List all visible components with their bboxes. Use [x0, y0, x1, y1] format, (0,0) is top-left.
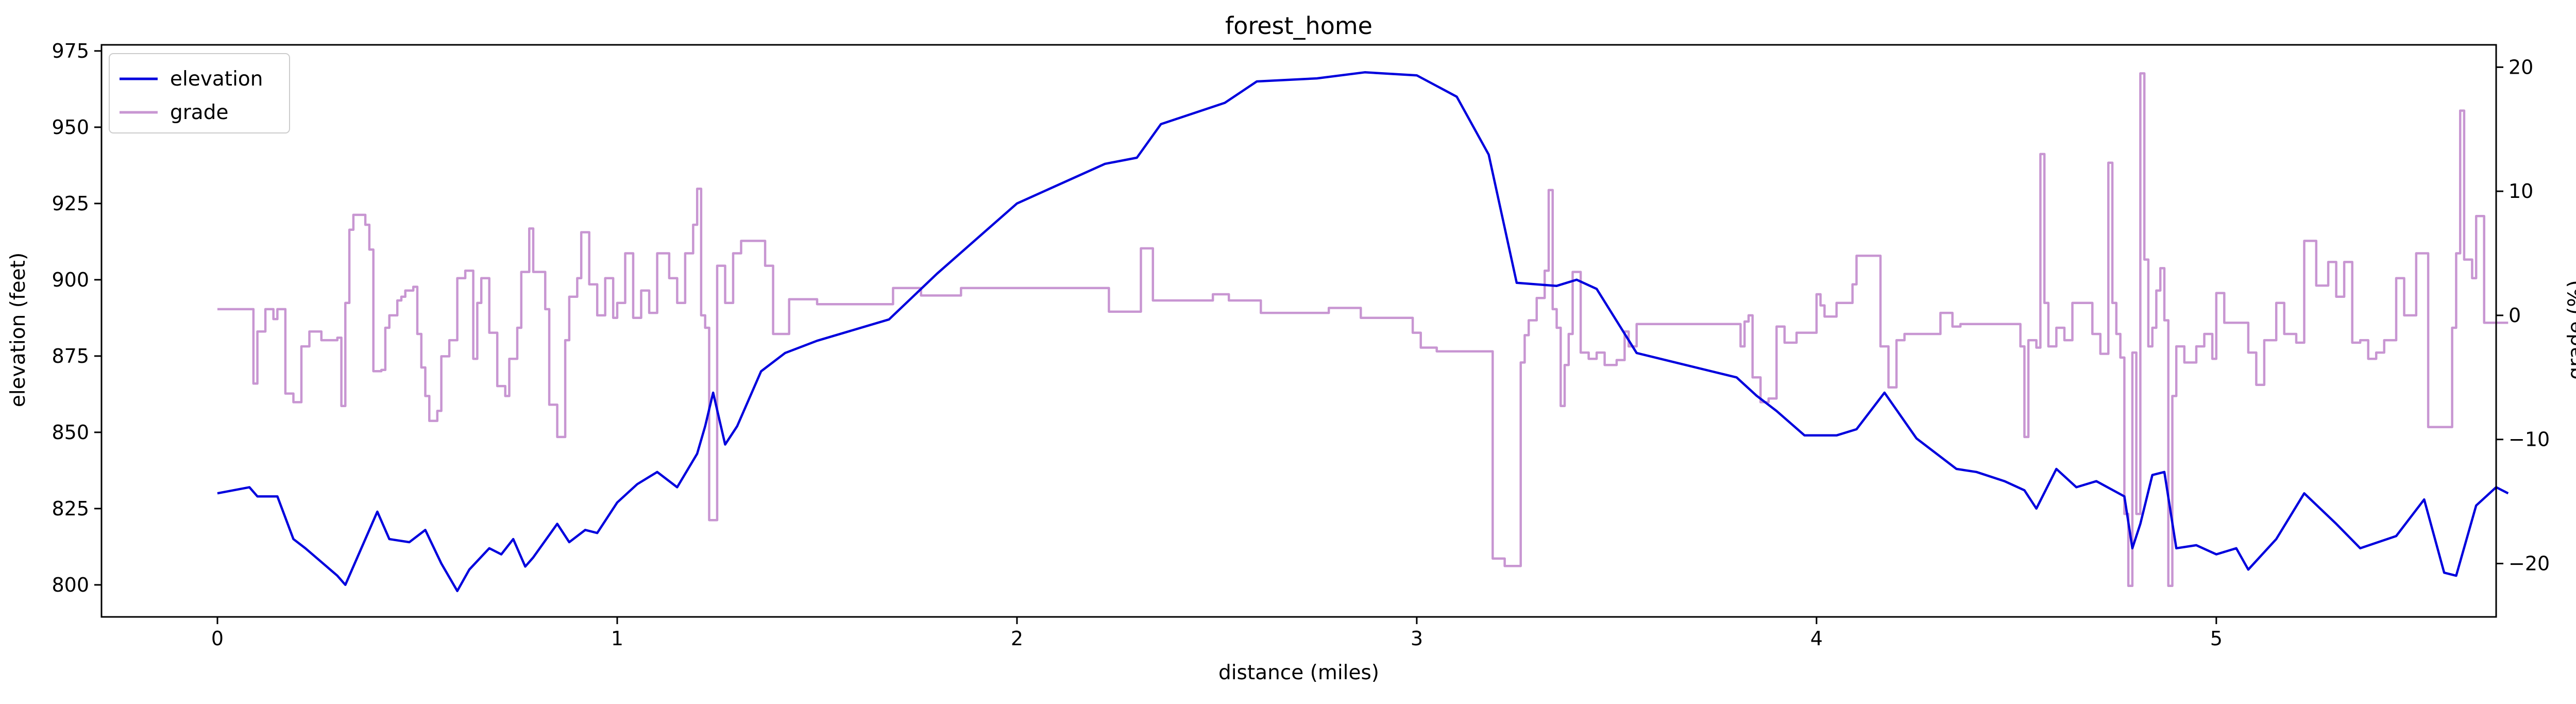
y2-axis-label: grade (%): [2564, 280, 2576, 379]
x-axis-label: distance (miles): [1218, 661, 1379, 684]
y-tick-label: 875: [52, 345, 89, 367]
y-tick-label: 850: [52, 421, 89, 444]
y-axis-left: 800 825 850 875 900 925 950 975: [52, 40, 101, 596]
series-line-grade: [217, 72, 2509, 588]
y-axis-label: elevation (feet): [7, 253, 30, 407]
y2-tick-label: 10: [2509, 180, 2533, 203]
y-tick-label: 950: [52, 116, 89, 139]
legend-label-grade: grade: [170, 101, 228, 124]
y-tick-label: 925: [52, 192, 89, 215]
x-tick-label: 3: [1411, 627, 1423, 650]
x-tick-label: 0: [211, 627, 224, 650]
x-tick-label: 2: [1011, 627, 1023, 650]
x-axis: 0 1 2 3 4 5: [211, 617, 2223, 650]
chart-title: forest_home: [1225, 12, 1372, 40]
y2-tick-label: −10: [2509, 428, 2550, 451]
x-tick-label: 4: [1810, 627, 1823, 650]
y-tick-label: 900: [52, 269, 89, 291]
y2-tick-label: −20: [2509, 552, 2550, 575]
y2-tick-label: 0: [2509, 304, 2521, 327]
plot-frame: [100, 44, 2497, 618]
series-line-elevation: [217, 71, 2509, 592]
y-axis-right: −20 −10 0 10 20: [2496, 56, 2550, 575]
y-tick-label: 800: [52, 574, 89, 596]
plot-area: [100, 44, 2509, 618]
series-layer: [217, 71, 2509, 592]
legend-label-elevation: elevation: [170, 68, 263, 91]
x-tick-label: 5: [2210, 627, 2223, 650]
x-tick-label: 1: [611, 627, 623, 650]
legend: elevation grade: [109, 53, 290, 133]
y-tick-label: 975: [52, 40, 89, 62]
y2-tick-label: 20: [2509, 56, 2533, 78]
y-tick-label: 825: [52, 497, 89, 520]
